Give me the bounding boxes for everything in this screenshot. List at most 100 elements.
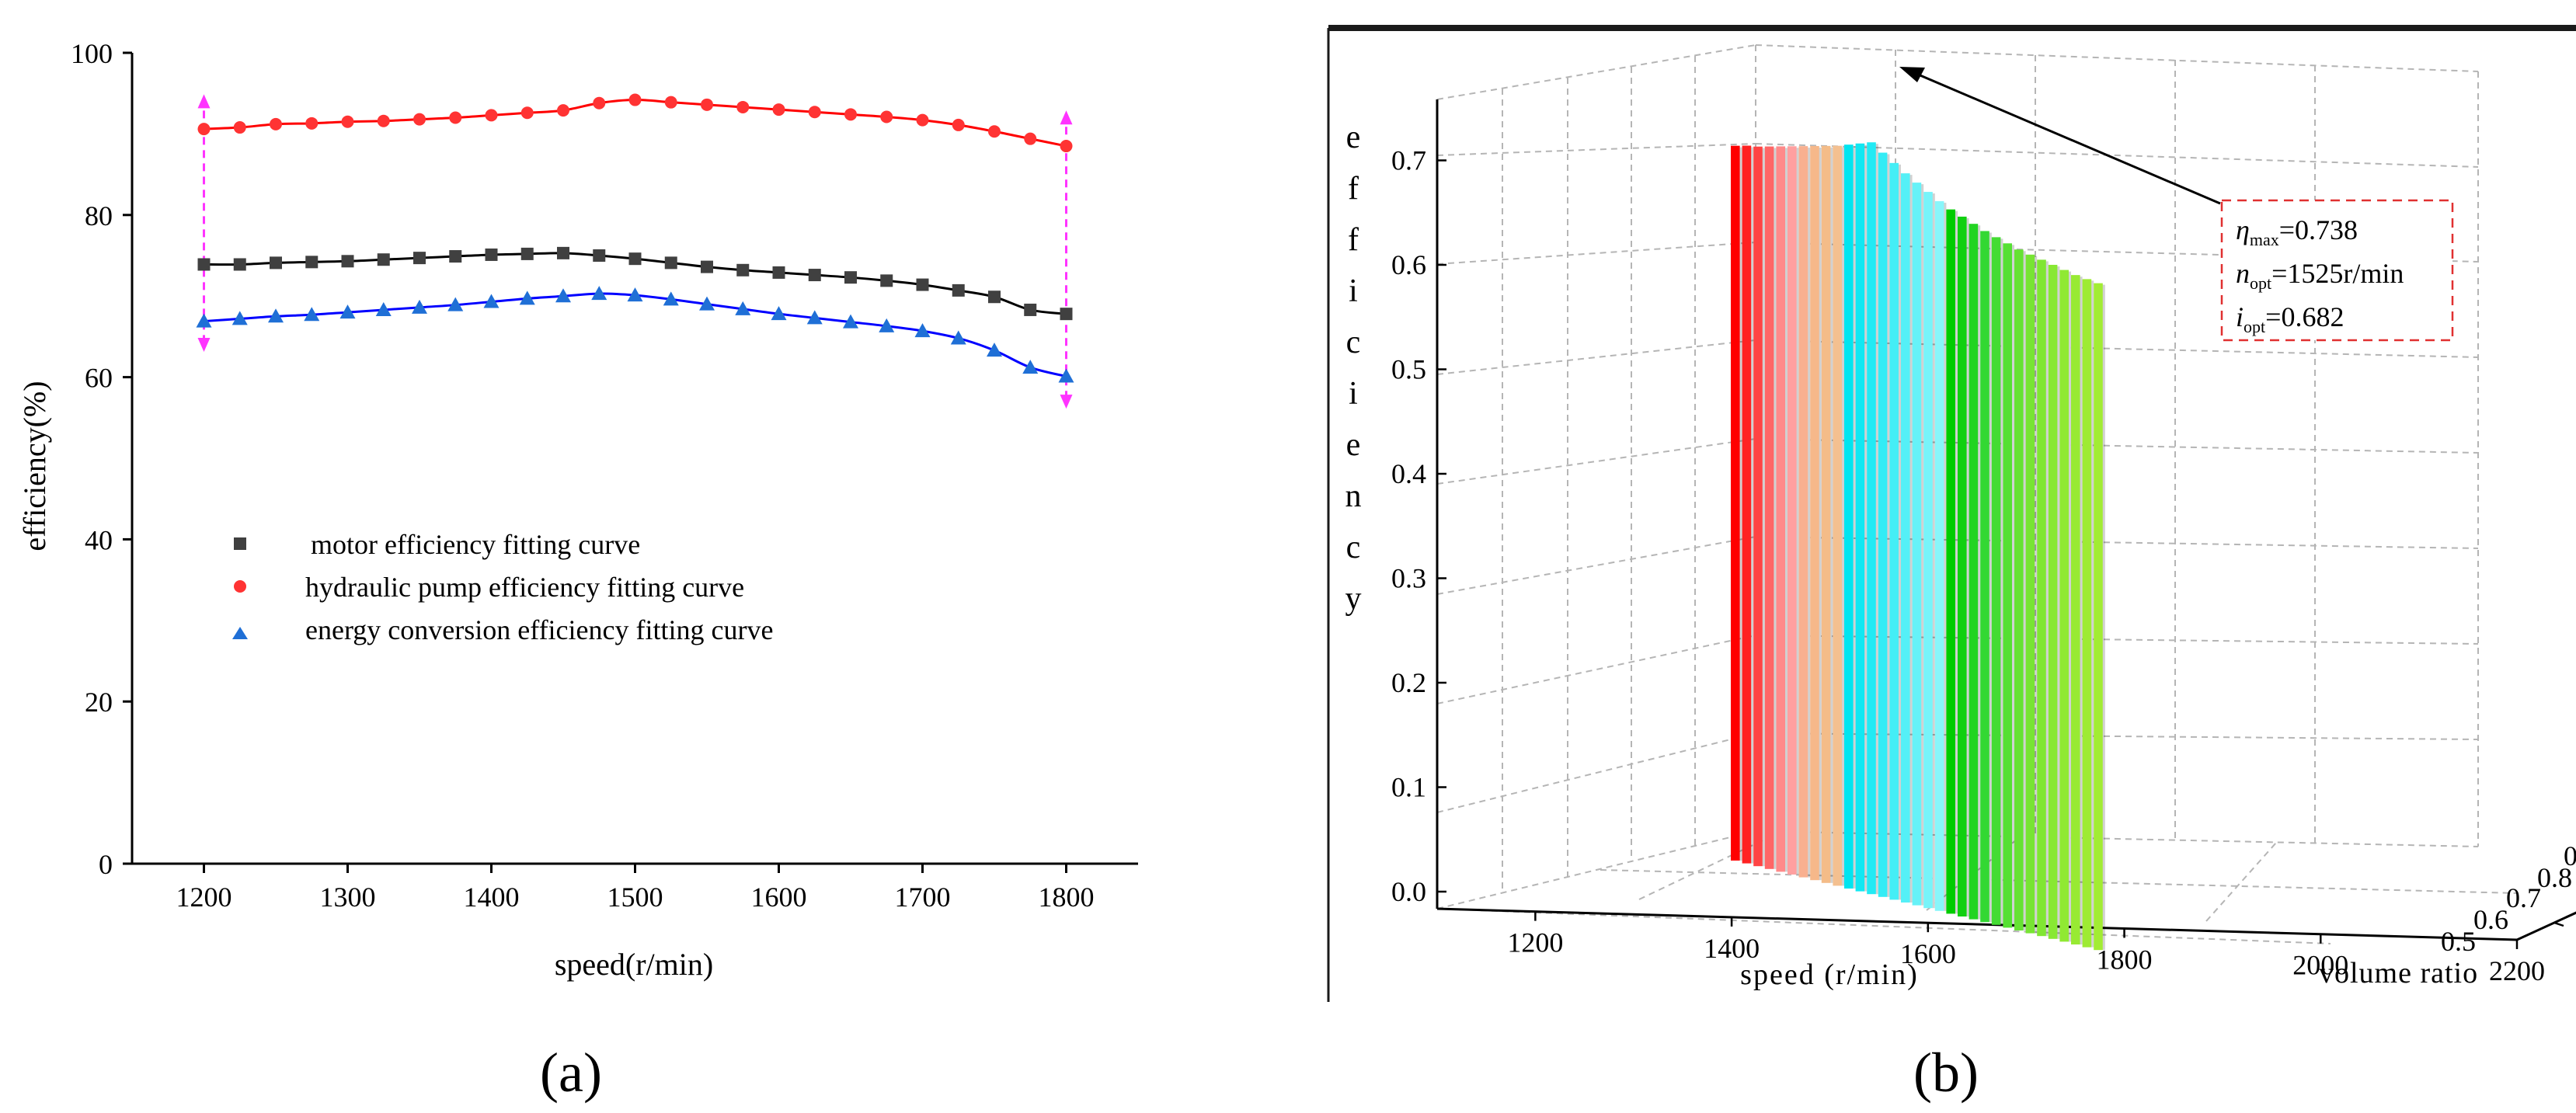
- annotation-arrow-line: [1910, 70, 2221, 205]
- annotation-box: [2220, 199, 2454, 342]
- b-z-tick-label: 0.7: [1391, 145, 1426, 176]
- b-bar-shade: [2057, 266, 2060, 939]
- a-point-circle: [844, 108, 857, 121]
- caption-a: (a): [540, 1042, 602, 1104]
- b-bar-shade: [2012, 245, 2014, 928]
- a-point-triangle: [1058, 368, 1074, 383]
- b-z-label-letter: i: [1349, 376, 1358, 412]
- a-point-triangle: [879, 318, 895, 332]
- a-point-circle: [808, 106, 821, 119]
- a-point-square: [988, 290, 1001, 304]
- b-bar: [1844, 144, 1854, 889]
- b-bar: [1980, 231, 1989, 923]
- b-y-tick-label: 0.5: [2441, 926, 2476, 957]
- b-y-tick-label: 0.9: [2564, 840, 2576, 871]
- b-bar-shade: [1796, 148, 1799, 875]
- b-x-axis-line: [1436, 907, 2518, 941]
- b-bar: [1934, 201, 1944, 911]
- a-x-tick-label: 1700: [895, 882, 951, 913]
- a-point-circle: [270, 117, 282, 130]
- b-bar-shade: [1819, 148, 1822, 881]
- a-point-triangle: [447, 297, 464, 311]
- b-x-axis-label: speed (r/min): [1740, 958, 1919, 991]
- a-point-circle: [413, 113, 426, 126]
- b-bar-shade: [1921, 184, 1924, 906]
- a-point-circle: [880, 110, 893, 123]
- a-point-triangle: [735, 301, 751, 315]
- a-legend: motor efficiency fitting curve hydraulic…: [232, 529, 773, 645]
- b-bar: [2003, 243, 2012, 928]
- a-point-triangle: [627, 287, 643, 302]
- b-bar: [2014, 249, 2024, 930]
- b-z-axis-label: efficiency: [1345, 120, 1362, 617]
- b-optimum-annotation: ηmax=0.738 nopt=1525r/min iopt=0.682: [1899, 67, 2454, 342]
- b-bar: [1946, 209, 1955, 914]
- a-point-circle: [557, 104, 569, 117]
- b-bar: [1855, 143, 1865, 892]
- a-y-tick-label: 0: [99, 849, 113, 880]
- b-bar: [1878, 152, 1888, 897]
- a-point-triangle: [699, 296, 715, 311]
- a-point-square: [270, 256, 282, 270]
- b-z-label-letter: e: [1346, 427, 1361, 463]
- b-bar: [1969, 224, 1979, 920]
- b-bar: [1958, 216, 1967, 916]
- b-bar-shade: [2023, 251, 2026, 930]
- legend-energy-label: energy conversion efficiency fitting cur…: [305, 614, 773, 645]
- b-bar: [1742, 145, 1752, 864]
- b-bar-shade: [2000, 238, 2003, 925]
- b-z-tick-label: 0.4: [1391, 458, 1426, 489]
- b-y-tick-label: 0.8: [2537, 862, 2572, 893]
- b-y-tick-label: 0.7: [2506, 882, 2541, 913]
- a-y-tick-label: 60: [85, 363, 113, 394]
- a-point-square: [1060, 308, 1073, 321]
- a-y-tick-label: 40: [85, 524, 113, 555]
- b-bar-shade: [1944, 203, 1947, 911]
- a-point-square: [772, 266, 785, 279]
- b-bar-shade: [2080, 277, 2083, 944]
- a-point-circle: [520, 106, 534, 120]
- b-z-label-letter: c: [1346, 325, 1361, 360]
- b-bar: [1821, 145, 1831, 883]
- b-bar-shade: [1899, 164, 1901, 900]
- b-bar: [1867, 142, 1876, 895]
- b-bar-shade: [2045, 261, 2049, 937]
- a-point-triangle: [1022, 360, 1039, 374]
- a-point-triangle: [914, 323, 931, 338]
- a-series-line: [204, 99, 1067, 148]
- a-point-triangle: [268, 308, 284, 323]
- b-bar: [1991, 237, 2001, 925]
- legend-square-marker: [234, 537, 246, 550]
- a-point-square: [808, 269, 821, 282]
- a-point-circle: [593, 96, 606, 110]
- b-bar-shade: [1762, 148, 1765, 867]
- b-bar-shade: [2091, 280, 2094, 948]
- a-x-tick-label: 1300: [320, 882, 376, 913]
- a-point-circle: [341, 115, 354, 128]
- b-y-tick-label: 0.6: [2473, 904, 2508, 935]
- a-point-circle: [1024, 132, 1037, 145]
- b-bar: [1798, 146, 1808, 878]
- b-bar-shade: [1842, 147, 1844, 886]
- b-bar-shade: [1739, 147, 1742, 861]
- b-z-tick-label: 0.5: [1391, 354, 1426, 385]
- a-x-axis-label: speed(r/min): [555, 947, 713, 982]
- b-bar: [2094, 283, 2103, 951]
- b-bar: [2048, 264, 2058, 939]
- a-y-tick-label: 20: [85, 687, 113, 718]
- a-point-circle: [233, 121, 246, 134]
- a-point-triangle: [663, 291, 679, 306]
- b-gridlines: [1436, 44, 2518, 944]
- b-bar-shade: [1989, 232, 1992, 923]
- a-point-triangle: [806, 310, 823, 325]
- legend-motor-label: motor efficiency fitting curve: [311, 529, 640, 560]
- a-point-triangle: [771, 306, 787, 321]
- b-z-tick-label: 0.2: [1391, 667, 1426, 698]
- a-point-square: [844, 271, 857, 284]
- a-point-square: [413, 252, 426, 265]
- a-series-line: [204, 292, 1067, 378]
- b-bar: [2037, 259, 2046, 937]
- b-z-label-letter: c: [1346, 530, 1361, 565]
- b-z-label-letter: n: [1345, 478, 1362, 514]
